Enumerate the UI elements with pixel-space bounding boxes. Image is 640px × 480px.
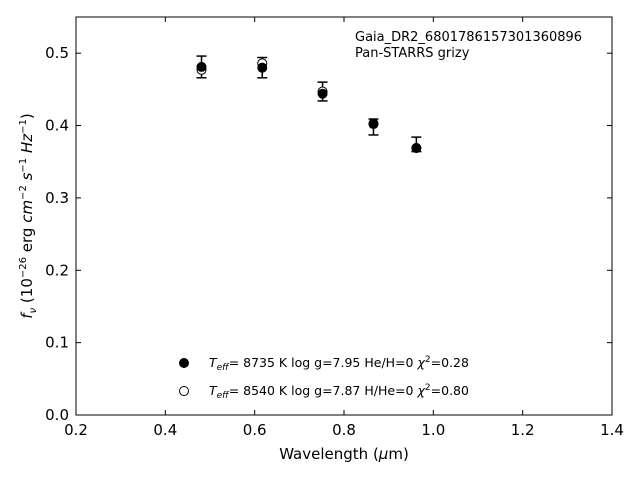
data-point-filled [257,62,268,73]
x-tick-label: 1.0 [421,421,445,439]
y-tick-label: 0.3 [45,189,69,207]
legend-text-open: Teff= 8540 K log g=7.87 H/He=0 χ2=0.80 [209,383,469,401]
data-point-filled [196,61,207,72]
legend-entry-filled: Teff= 8735 K log g=7.95 He/H=0 χ2=0.28 [179,355,469,373]
y-axis-label: fν (10−26 erg cm−2 s−1 Hz−1) [18,113,39,318]
annotation-line-2: Pan-STARRS grizy [355,46,470,61]
x-tick-label: 1.4 [600,421,624,439]
y-tick-label: 0.0 [45,406,69,424]
data-point-filled [411,142,422,153]
y-tick-label: 0.1 [45,334,69,352]
plot-frame [75,16,613,416]
y-tick-label: 0.4 [45,117,69,135]
legend-text-filled: Teff= 8735 K log g=7.95 He/H=0 χ2=0.28 [209,355,469,373]
data-point-filled [317,88,328,99]
x-tick-label: 0.8 [332,421,356,439]
legend-marker-filled [179,358,189,368]
x-tick-label: 1.2 [511,421,535,439]
y-tick-label: 0.2 [45,261,69,279]
legend: Teff= 8735 K log g=7.95 He/H=0 χ2=0.28 T… [179,355,469,401]
x-axis-label: Wavelength (μm) [279,445,409,463]
annotation-line-1: Gaia_DR2_6801786157301360896 [355,30,582,45]
data-point-filled [368,119,379,130]
y-tick-label: 0.5 [45,44,69,62]
x-tick-label: 0.4 [153,421,177,439]
legend-entry-open: Teff= 8540 K log g=7.87 H/He=0 χ2=0.80 [179,383,469,401]
x-tick-label: 0.6 [243,421,267,439]
x-tick-label: 0.2 [64,421,88,439]
legend-marker-open [179,386,189,396]
